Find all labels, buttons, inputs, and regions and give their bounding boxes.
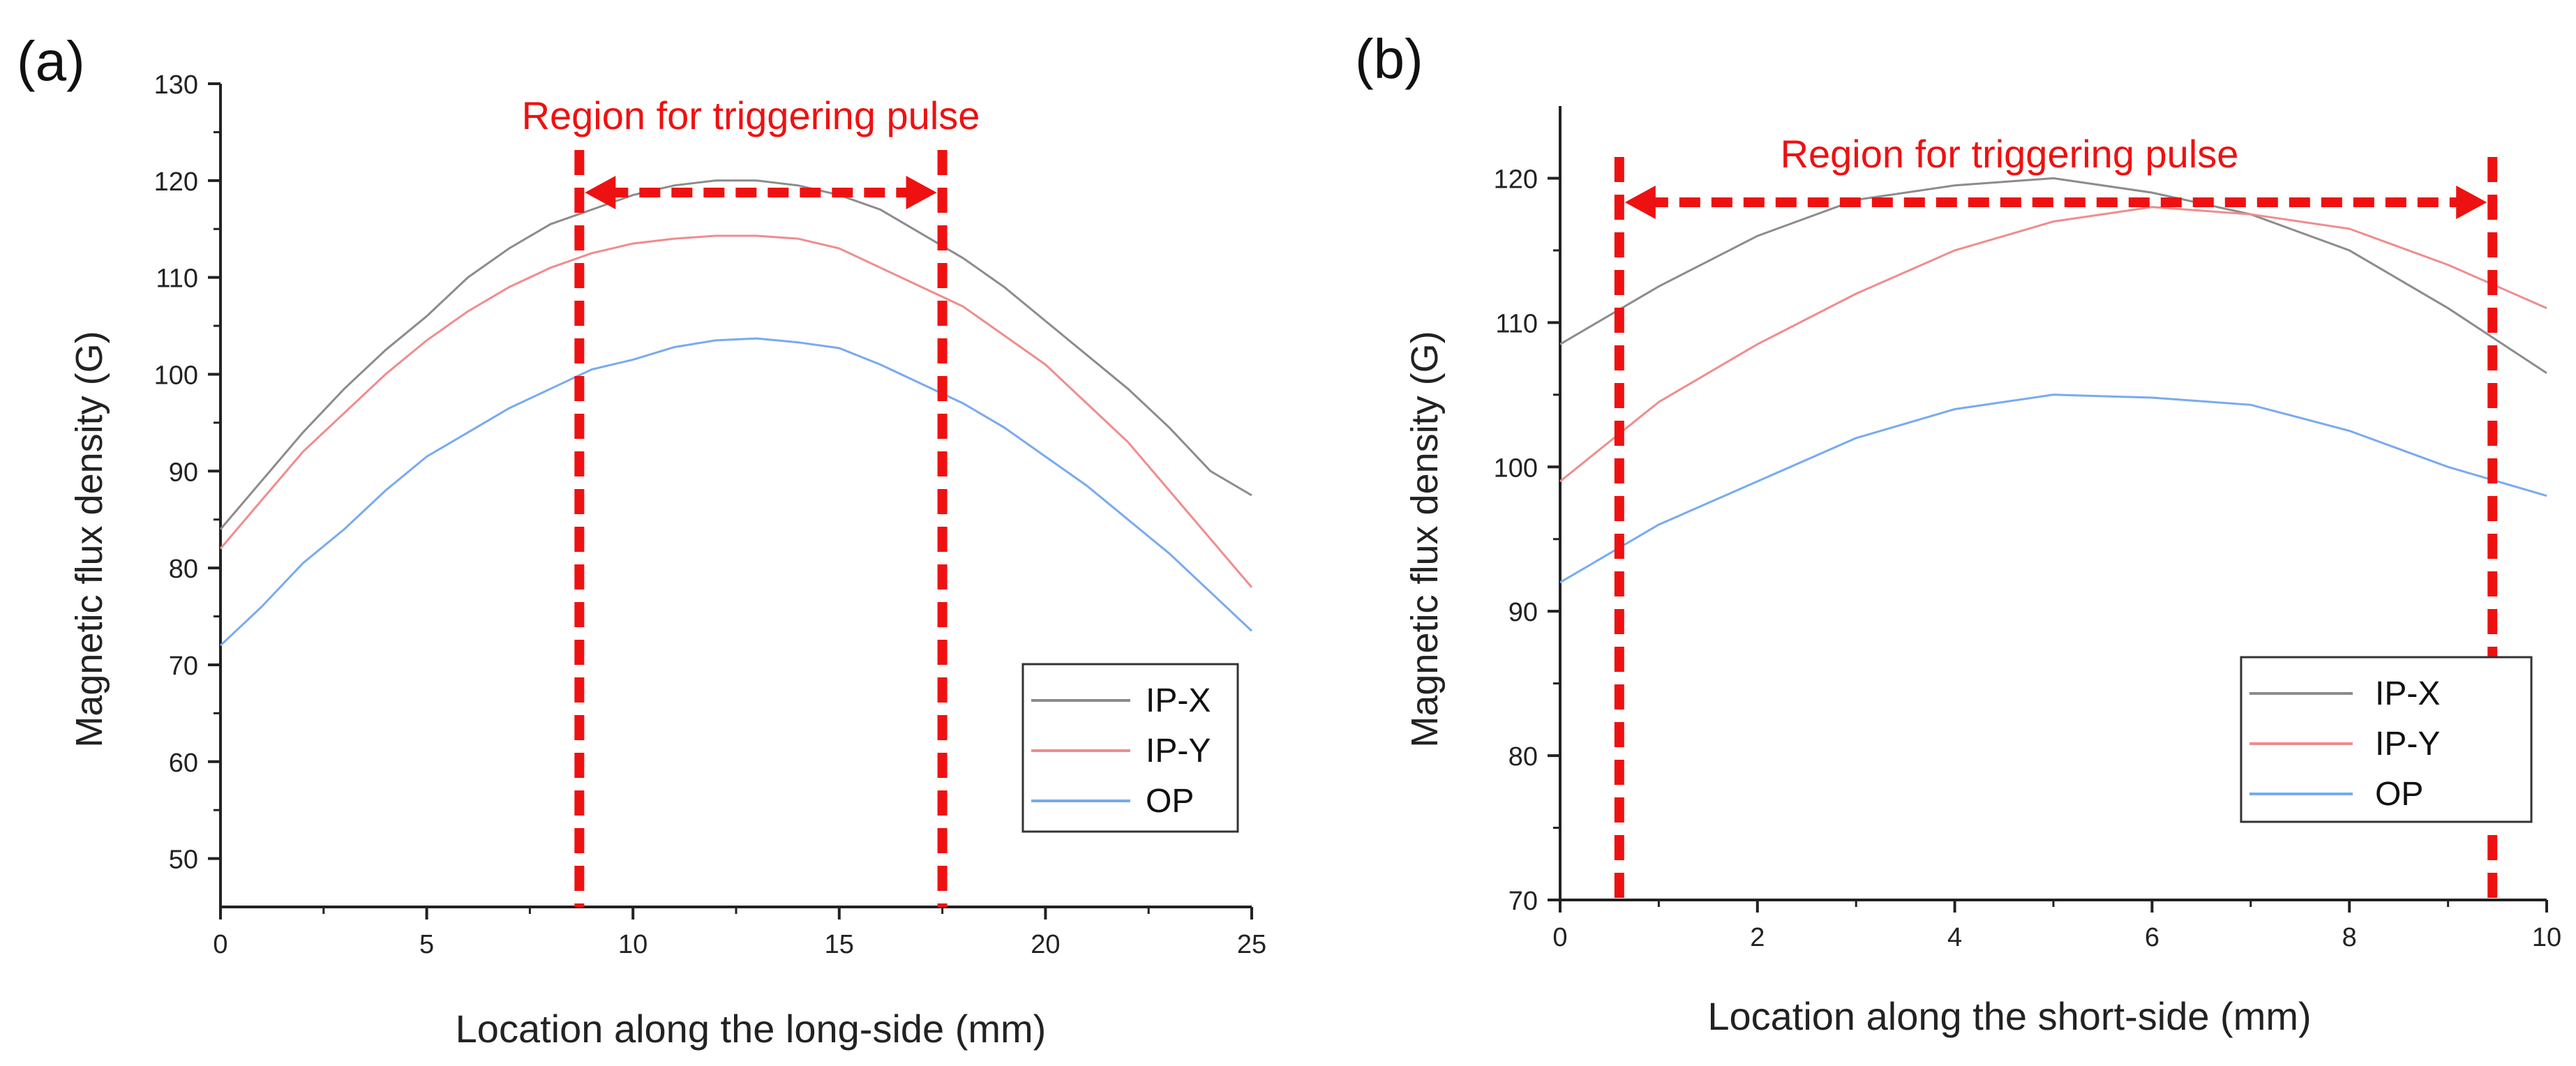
region-arrow-head-left-a xyxy=(585,176,616,209)
x-tick-label-a: 15 xyxy=(825,930,854,959)
x-tick-label-a: 20 xyxy=(1031,930,1060,959)
panel-label-b: (b) xyxy=(1355,28,1423,90)
x-tick-label-b: 8 xyxy=(2342,923,2357,952)
legend-label-ip-x-b: IP-X xyxy=(2375,675,2440,712)
series-line-ip-y-a xyxy=(219,234,1253,588)
y-tick-label-a: 110 xyxy=(156,264,198,294)
legend-label-op-b: OP xyxy=(2375,776,2423,813)
legend-label-op-a: OP xyxy=(1146,783,1194,820)
region-arrow-head-left-b xyxy=(1624,186,1656,219)
y-tick-label-b: 90 xyxy=(1508,598,1538,627)
y-tick-label-b: 110 xyxy=(1495,309,1538,338)
y-axis-title-b: Magnetic flux density (G) xyxy=(1404,331,1446,747)
x-tick-label-b: 10 xyxy=(2532,923,2561,952)
x-tick-label-a: 0 xyxy=(213,930,227,959)
y-tick-label-a: 80 xyxy=(169,555,198,584)
x-tick-label-b: 4 xyxy=(1947,923,1962,952)
x-tick-label-a: 25 xyxy=(1237,930,1266,959)
x-tick-label-a: 5 xyxy=(419,930,434,959)
x-axis-title-b: Location along the short-side (mm) xyxy=(1707,994,2311,1038)
x-tick-label-b: 6 xyxy=(2145,923,2159,952)
y-tick-label-b: 100 xyxy=(1494,453,1538,483)
legend-label-ip-y-a: IP-Y xyxy=(1146,733,1211,770)
y-tick-label-a: 50 xyxy=(169,846,198,875)
series-line-op-a xyxy=(219,337,1253,647)
x-tick-label-a: 10 xyxy=(618,930,647,959)
y-tick-label-a: 130 xyxy=(154,70,198,100)
series-line-ip-y-b xyxy=(1559,206,2547,483)
region-arrow-head-right-b xyxy=(2456,186,2487,219)
legend-box-a xyxy=(1021,663,1239,833)
region-label-a: Region for triggering pulse xyxy=(522,93,980,137)
panel-label-a: (a) xyxy=(17,30,85,92)
region-label-b: Region for triggering pulse xyxy=(1781,132,2239,176)
y-tick-label-a: 60 xyxy=(169,749,198,778)
y-tick-label-b: 120 xyxy=(1494,165,1538,194)
y-tick-label-a: 70 xyxy=(169,652,198,681)
series-line-ip-x-a xyxy=(219,179,1252,530)
legend-label-ip-y-b: IP-Y xyxy=(2375,726,2440,763)
y-tick-label-a: 120 xyxy=(154,167,198,197)
x-tick-label-b: 2 xyxy=(1750,923,1765,952)
y-tick-label-b: 70 xyxy=(1508,887,1538,916)
region-arrow-head-right-a xyxy=(906,176,937,209)
y-axis-title-a: Magnetic flux density (G) xyxy=(68,331,110,747)
x-axis-title-a: Location along the long-side (mm) xyxy=(456,1007,1047,1051)
x-tick-label-b: 0 xyxy=(1552,923,1567,952)
y-tick-label-a: 90 xyxy=(169,458,198,487)
series-line-op-b xyxy=(1559,393,2547,584)
series-line-ip-x-b xyxy=(1559,177,2547,375)
panel-b: (b) Region for triggering pulse Magnetic… xyxy=(1355,28,2561,1038)
y-tick-label-a: 100 xyxy=(154,361,198,390)
legend-label-ip-x-a: IP-X xyxy=(1146,682,1211,719)
y-tick-label-b: 80 xyxy=(1508,742,1538,772)
panel-a: (a) Region for triggering pulse Magnetic… xyxy=(17,30,1266,1051)
